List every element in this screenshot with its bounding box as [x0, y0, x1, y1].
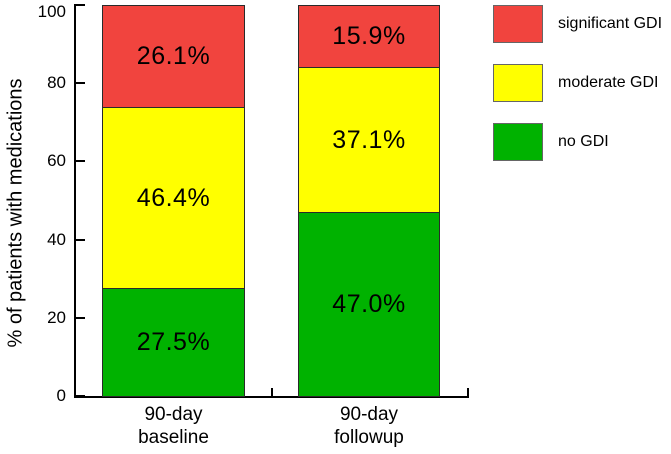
y-tick	[76, 238, 85, 241]
bar-segment-moderate-gdi: 46.4%	[102, 107, 245, 290]
y-tick	[76, 395, 85, 397]
x-category-label: 90-day baseline	[77, 403, 270, 449]
legend-swatch-moderate-gdi-icon	[493, 64, 543, 102]
legend-label: moderate GDI	[558, 74, 659, 91]
x-category-label-line: followup	[334, 427, 404, 448]
y-tick	[76, 4, 85, 6]
legend-entry-moderate-gdi: moderate GDI	[493, 64, 658, 102]
y-tick-label: 20	[47, 307, 66, 327]
legend-label: significant GDI	[558, 15, 663, 32]
x-category-label-line: 90-day	[144, 404, 203, 425]
segment-value-label: 47.0%	[332, 290, 406, 319]
bar-segment-no-gdi: 27.5%	[102, 288, 245, 397]
x-category-label-line: 90-day	[339, 404, 399, 425]
legend: significant GDI moderate GDI no GDI	[493, 0, 671, 170]
bar-segment-moderate-gdi: 37.1%	[298, 67, 440, 214]
y-tick-label: 60	[47, 151, 66, 171]
x-category-label: 90-day followup	[273, 403, 465, 449]
bar-segment-no-gdi: 47.0%	[298, 212, 440, 397]
legend-swatch-no-gdi-icon	[493, 123, 543, 161]
y-tick-label: 40	[47, 229, 66, 249]
legend-swatch-significant-gdi-icon	[493, 5, 543, 43]
segment-value-label: 27.5%	[136, 328, 211, 357]
segment-value-label: 15.9%	[332, 22, 406, 51]
y-tick	[76, 316, 85, 319]
bar-segment-significant-gdi: 15.9%	[298, 5, 440, 69]
legend-entry-no-gdi: no GDI	[493, 123, 609, 161]
legend-entry-significant-gdi: significant GDI	[493, 5, 662, 43]
x-category-label-line: baseline	[138, 427, 209, 448]
y-tick-label: 0	[56, 386, 66, 405]
y-tick	[76, 160, 85, 163]
segment-value-label: 37.1%	[332, 125, 406, 154]
y-tick	[76, 82, 85, 85]
segment-value-label: 26.1%	[136, 42, 211, 71]
x-tick	[467, 388, 469, 396]
y-axis-line	[74, 4, 76, 398]
x-tick	[271, 388, 273, 396]
segment-value-label: 46.4%	[136, 183, 211, 212]
y-tick-label: 100	[37, 2, 66, 21]
legend-label: no GDI	[558, 133, 609, 150]
x-axis-line	[74, 396, 469, 398]
bar-segment-significant-gdi: 26.1%	[102, 5, 245, 109]
y-tick-label: 80	[47, 73, 66, 93]
